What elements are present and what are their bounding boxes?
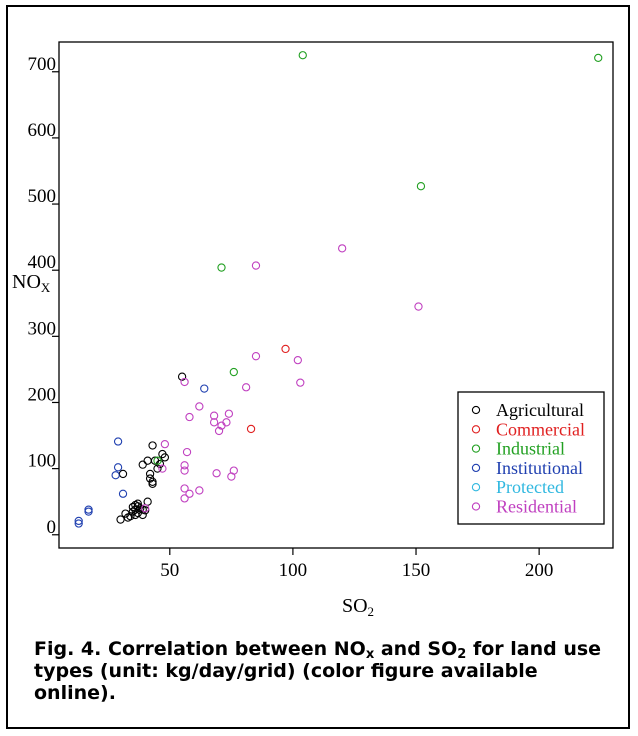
point-industrial — [299, 52, 306, 59]
y-tick-label: 200 — [28, 384, 57, 405]
point-residential — [196, 487, 203, 494]
point-residential — [225, 410, 232, 417]
caption-text-2: and SO — [381, 638, 457, 660]
legend-label-institutional: Institutional — [496, 458, 583, 478]
y-tick-label: 100 — [28, 451, 57, 472]
y-tick-label: 500 — [28, 186, 57, 207]
y-axis-label: NOX — [12, 271, 51, 295]
point-residential — [243, 384, 250, 391]
legend-label-protected: Protected — [496, 477, 564, 497]
x-tick-label: 200 — [525, 560, 554, 581]
point-commercial — [282, 345, 289, 352]
point-institutional — [114, 438, 121, 445]
point-industrial — [417, 183, 424, 190]
point-residential — [213, 470, 220, 477]
point-industrial — [218, 264, 225, 271]
point-residential — [294, 357, 301, 364]
point-industrial — [230, 368, 237, 375]
x-tick-label: 150 — [402, 560, 431, 581]
point-residential — [252, 262, 259, 269]
x-tick-label: 50 — [160, 560, 179, 581]
point-residential — [252, 353, 259, 360]
x-axis-label: SO2 — [342, 595, 374, 619]
point-agricultural — [139, 461, 146, 468]
point-agricultural — [149, 442, 156, 449]
legend-label-residential: Residential — [496, 497, 577, 517]
figure-caption: Fig. 4. Correlation between NOx and SO2 … — [34, 638, 609, 704]
y-tick-label: 0 — [47, 517, 57, 538]
point-agricultural — [144, 457, 151, 464]
legend-label-agricultural: Agricultural — [496, 400, 584, 420]
point-residential — [183, 448, 190, 455]
point-residential — [339, 245, 346, 252]
point-residential — [181, 467, 188, 474]
y-tick-label: 600 — [28, 120, 57, 141]
caption-text-1: Correlation between NO — [108, 638, 366, 660]
point-industrial — [595, 54, 602, 61]
point-institutional — [201, 385, 208, 392]
point-residential — [161, 441, 168, 448]
point-residential — [228, 473, 235, 480]
point-residential — [196, 403, 203, 410]
legend: AgriculturalCommercialIndustrialInstitut… — [458, 392, 604, 524]
point-residential — [181, 495, 188, 502]
y-tick-label: 300 — [28, 318, 57, 339]
y-tick-label: 700 — [28, 54, 57, 75]
x-axis: 50 100 150 200 — [160, 548, 553, 581]
point-agricultural — [117, 516, 124, 523]
legend-label-industrial: Industrial — [496, 439, 565, 459]
point-institutional — [119, 490, 126, 497]
point-residential — [415, 303, 422, 310]
point-institutional — [112, 472, 119, 479]
caption-fig-label: Fig. 4. — [34, 638, 101, 660]
point-residential — [186, 413, 193, 420]
x-tick-label: 100 — [279, 560, 308, 581]
legend-label-commercial: Commercial — [496, 419, 585, 439]
point-commercial — [247, 425, 254, 432]
point-agricultural — [119, 470, 126, 477]
point-institutional — [114, 464, 121, 471]
point-residential — [297, 379, 304, 386]
